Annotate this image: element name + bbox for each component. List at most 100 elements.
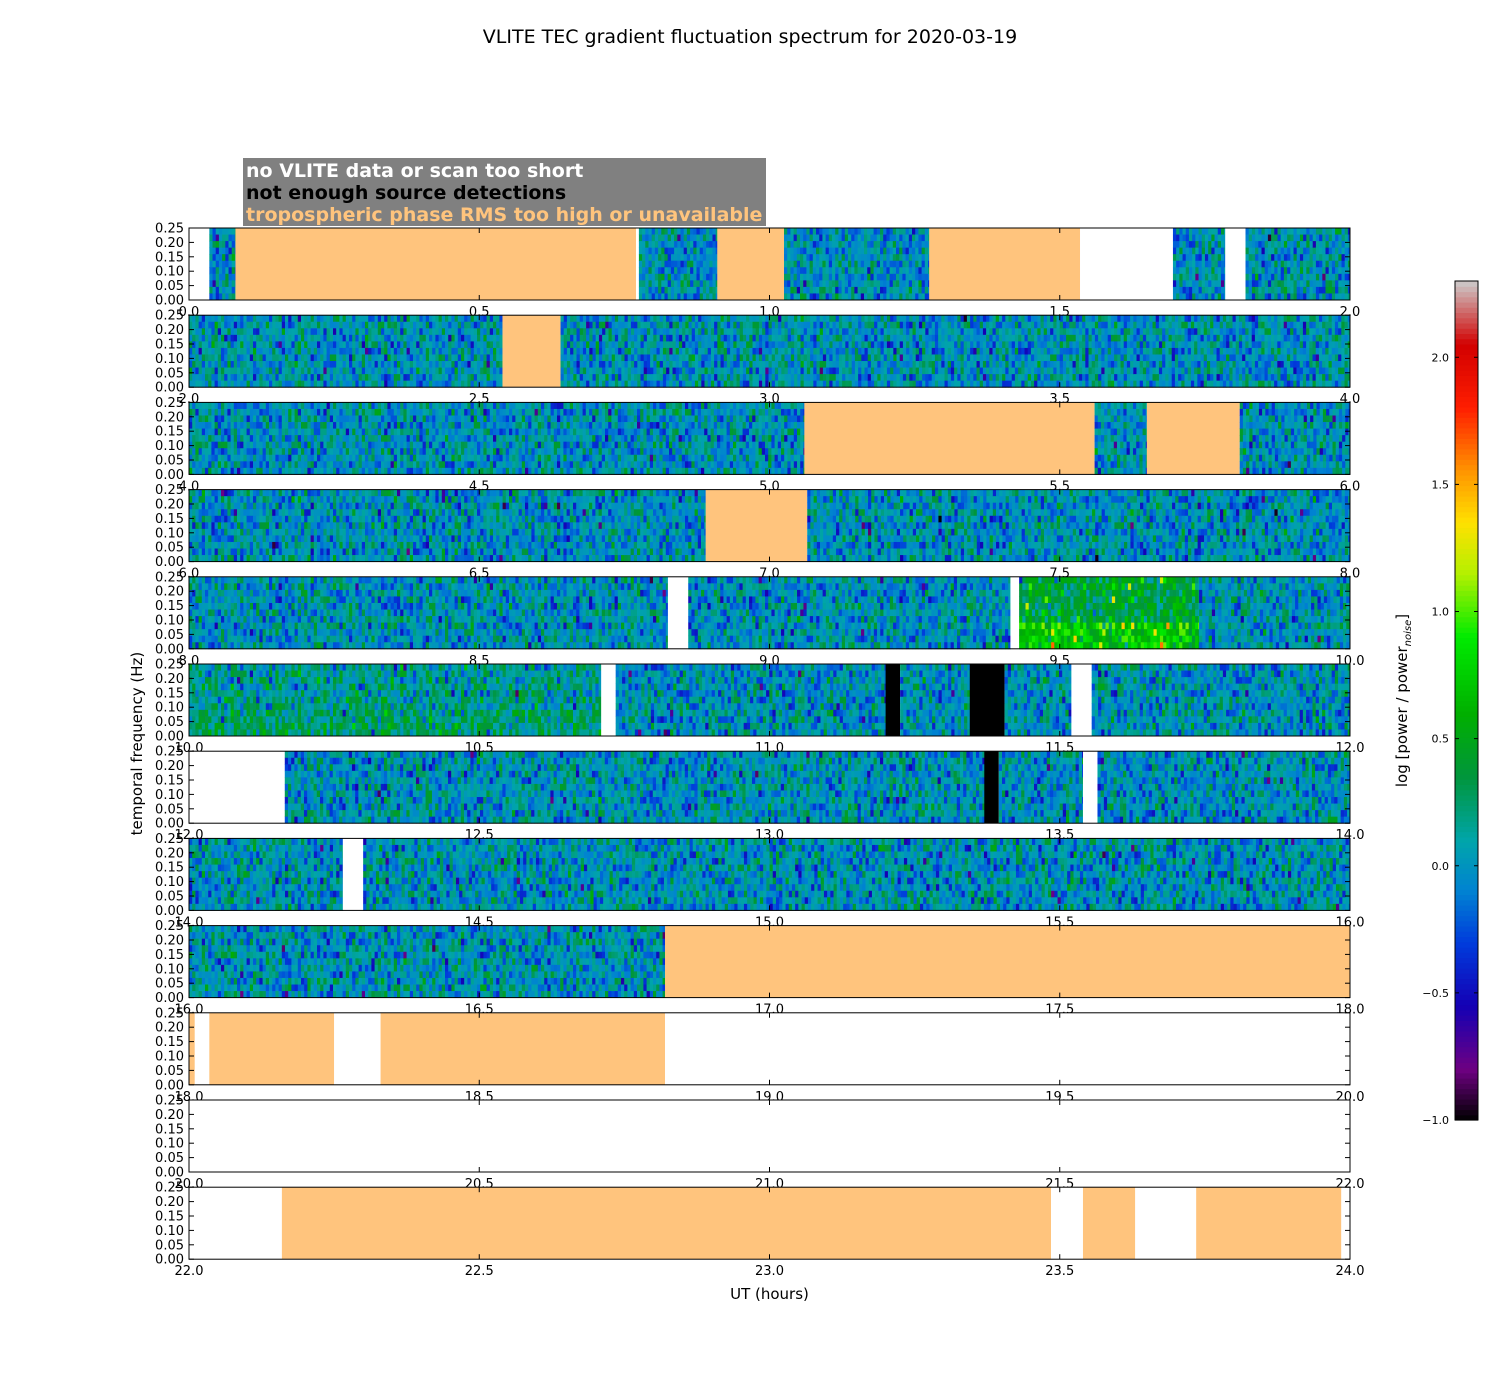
spectrum-cell [1137, 354, 1141, 361]
spectrum-cell [1202, 261, 1206, 268]
spectrum-cell [1124, 328, 1128, 335]
spectrum-cell [1153, 348, 1157, 355]
spectrum-cell [637, 341, 641, 348]
spectrum-cell [317, 328, 321, 335]
spectrum-cell [706, 241, 710, 248]
spectrum-cell [870, 248, 874, 255]
spectrum-cell [381, 322, 385, 329]
spectrum-cell [1188, 368, 1192, 375]
spectrum-cell [913, 335, 917, 342]
spectrum-cell [432, 315, 436, 322]
spectrum-cell [192, 341, 196, 348]
spectrum-cell [861, 348, 865, 355]
spectrum-cell [1211, 287, 1215, 294]
spectrum-cell [829, 254, 833, 261]
spectrum-cell [1268, 293, 1272, 300]
spectrum-cell [1265, 241, 1269, 248]
spectrum-cell [1221, 248, 1225, 255]
spectrum-cell [346, 361, 350, 368]
spectrum-cell [711, 315, 715, 322]
spectrum-cell [352, 368, 356, 375]
spectrum-cell [232, 248, 236, 255]
spectrum-cell [1202, 267, 1206, 274]
spectrum-cell [192, 335, 196, 342]
spectrum-cell [359, 348, 363, 355]
spectrum-cell [788, 328, 792, 335]
spectrum-cell [1085, 328, 1089, 335]
spectrum-cell [790, 267, 794, 274]
spectrum-cell [673, 381, 677, 388]
spectrum-cell [772, 361, 776, 368]
spectrum-cells [189, 315, 503, 387]
spectrum-cell [692, 335, 696, 342]
spectrum-cell [307, 354, 311, 361]
spectrum-cell [653, 361, 657, 368]
spectrum-cell [769, 361, 773, 368]
spectrum-cell [205, 315, 209, 322]
spectrum-cell [1229, 361, 1233, 368]
spectrum-cell [902, 287, 906, 294]
spectrum-cell [870, 254, 874, 261]
y-tick-label: 0.25 [155, 222, 184, 237]
spectrum-cell [1050, 328, 1054, 335]
spectrum-cell [339, 348, 343, 355]
spectrum-cell [1183, 254, 1187, 261]
spectrum-cell [1217, 328, 1221, 335]
spectrum-cell [871, 381, 875, 388]
spectrum-cell [1313, 261, 1317, 268]
spectrum-cell [893, 315, 897, 322]
spectrum-cell [333, 341, 337, 348]
spectrum-cell [1300, 248, 1304, 255]
spectrum-cell [333, 354, 337, 361]
spectrum-cell [639, 280, 643, 287]
spectrum-cell [1322, 287, 1326, 294]
spectrum-cell [807, 335, 811, 342]
spectrum-cell [1197, 381, 1201, 388]
spectrum-cell [1149, 368, 1153, 375]
spectrum-cell [586, 361, 590, 368]
spectrum-cell [1181, 354, 1185, 361]
spectrum-cell [291, 354, 295, 361]
spectrum-cell [1213, 322, 1217, 329]
spectrum-cell [609, 335, 613, 342]
spectrum-cell [352, 354, 356, 361]
spectrum-cell [1143, 368, 1147, 375]
spectrum-cell [307, 315, 311, 322]
spectrum-cell [712, 254, 716, 261]
spectrum-cell [701, 348, 705, 355]
spectrum-cell [314, 322, 318, 329]
spectrum-cell [247, 361, 251, 368]
spectrum-cell [689, 381, 693, 388]
spectrum-cell [612, 315, 616, 322]
spectrum-cell [343, 341, 347, 348]
spectrum-cell [884, 381, 888, 388]
spectrum-cell [218, 381, 222, 388]
spectrum-cell [1146, 335, 1150, 342]
spectrum-cell [673, 315, 677, 322]
segment-troposphere [235, 228, 636, 300]
spectrum-cell [838, 287, 842, 294]
spectrum-cell [618, 322, 622, 329]
spectrum-cell [778, 381, 782, 388]
spectrum-cell [682, 341, 686, 348]
spectrum-cell [909, 267, 913, 274]
spectrum-cell [1092, 368, 1096, 375]
spectrum-cell [874, 381, 878, 388]
spectrum-cell [861, 254, 865, 261]
spectrum-cell [1169, 328, 1173, 335]
spectrum-cell [605, 348, 609, 355]
spectrum-cell [858, 322, 862, 329]
spectrum-cell [1133, 381, 1137, 388]
spectrum-cell [820, 361, 824, 368]
spectrum-cell [816, 280, 820, 287]
spectrum-cell [935, 335, 939, 342]
spectrum-cell [929, 315, 933, 322]
spectrum-cell [737, 341, 741, 348]
spectrum-cell [775, 374, 779, 381]
spectrum-cell [749, 368, 753, 375]
spectrum-cell [687, 274, 691, 281]
spectrum-cell [826, 228, 830, 235]
spectrum-cell [561, 322, 565, 329]
spectrum-cell [461, 354, 465, 361]
spectrum-cell [631, 354, 635, 361]
